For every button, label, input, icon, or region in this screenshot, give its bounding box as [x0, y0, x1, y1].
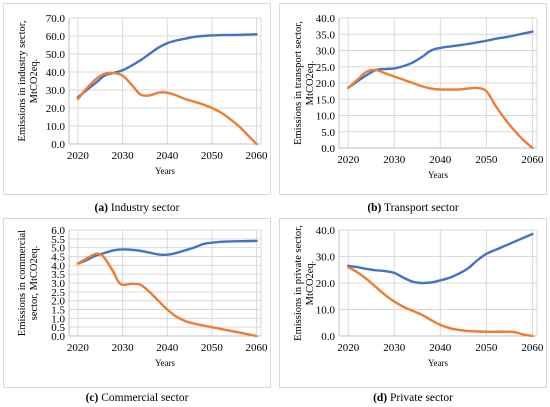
- chart-frame: [3, 218, 271, 388]
- y-tick-label: 5.0: [321, 127, 335, 139]
- chart-panel-industry: 0.0 10.0 20.0 30.0 40.0 50.0 60.0 70.0 2020 2030 2…: [3, 3, 271, 195]
- caption-private: (d) Private sector: [279, 392, 547, 404]
- y-axis-label-line-2: sector, MtCO2eq.: [29, 246, 40, 321]
- caption-letter: (d): [373, 392, 388, 404]
- series-line-blue: [347, 30, 534, 90]
- y-tick-label: 3.5: [51, 269, 65, 281]
- x-tick-label: 2050: [201, 150, 224, 162]
- caption-letter: (c): [85, 392, 99, 404]
- y-tick-label: 4.5: [51, 252, 65, 264]
- x-tick-label: 2050: [475, 154, 498, 166]
- y-tick-label: 0.0: [51, 331, 65, 343]
- chart-panel-transport: 0.0 5.0 10.0 15.0 20.0 25.0 30.0 35.0 40.0 2020 20…: [279, 3, 547, 195]
- chart-frame: [3, 3, 271, 195]
- x-tick-label: 2040: [429, 342, 452, 354]
- caption-text: Industry sector: [110, 202, 180, 214]
- y-axis-label-line-2: MtCO2eq.: [29, 59, 40, 104]
- y-tick-label: 3.0: [51, 278, 65, 290]
- y-tick-label: 10.0: [316, 111, 336, 123]
- y-tick-label: 70.0: [46, 13, 66, 25]
- y-tick-label: 40.0: [46, 67, 66, 79]
- series-line-blue: [347, 232, 534, 285]
- y-tick-label: 35.0: [316, 29, 336, 41]
- x-tick-label: 2040: [156, 150, 179, 162]
- chart-panel-private: 0.0 10.0 20.0 30.0 40.0 2020 2030 2040 2050 2060 Y…: [279, 218, 547, 388]
- y-axis-label-line-2: MtCO2eq.: [305, 261, 316, 306]
- caption-industry: (a) Industry sector: [3, 202, 271, 214]
- chart-panel-commercial: 0.00.51.01.52.02.53.03.54.04.55.05.56.0 2…: [3, 218, 271, 388]
- caption-commercial: (c) Commercial sector: [3, 392, 271, 404]
- x-tick-label: 2060: [246, 342, 269, 354]
- y-tick-label: 20.0: [316, 78, 336, 90]
- x-tick-label: 2030: [112, 150, 135, 162]
- y-tick-label: 2.5: [51, 287, 65, 299]
- y-tick-label: 6.0: [51, 225, 65, 237]
- y-tick-label: 1.5: [51, 305, 65, 317]
- caption-text: Private sector: [390, 392, 453, 404]
- x-tick-label: 2060: [521, 154, 544, 166]
- chart-frame: [279, 218, 547, 388]
- y-tick-label: 50.0: [46, 49, 66, 61]
- series-line-orange: [76, 71, 258, 146]
- y-tick-label: 10.0: [316, 305, 336, 317]
- x-tick-label: 2040: [429, 154, 452, 166]
- x-axis-label: Years: [155, 358, 176, 368]
- y-axis-label-line-1: Emissions in industry sector,: [17, 21, 28, 142]
- series-line-blue: [76, 239, 258, 265]
- x-tick-label: 2040: [156, 342, 179, 354]
- x-tick-label: 2020: [337, 342, 360, 354]
- caption-text: Transport sector: [384, 202, 459, 214]
- x-tick-label: 2030: [112, 342, 135, 354]
- y-tick-label: 15.0: [316, 94, 336, 106]
- y-tick-label: 0.0: [321, 143, 335, 155]
- y-tick-label: 30.0: [316, 46, 336, 58]
- x-axis-label: Years: [428, 358, 449, 368]
- y-tick-label: 40.0: [316, 225, 336, 237]
- y-tick-label: 1.0: [51, 313, 65, 325]
- y-tick-label: 40.0: [316, 13, 336, 25]
- x-tick-label: 2060: [521, 342, 544, 354]
- x-tick-label: 2060: [246, 150, 269, 162]
- y-tick-label: 0.5: [51, 322, 65, 334]
- x-tick-label: 2020: [337, 154, 360, 166]
- x-tick-label: 2030: [383, 154, 406, 166]
- caption-text: Commercial sector: [101, 392, 189, 404]
- y-axis-label-line-1: Emissions in transport sector,: [293, 21, 304, 145]
- series-line-orange: [347, 68, 534, 150]
- y-tick-label: 20.0: [46, 103, 66, 115]
- x-tick-label: 2050: [475, 342, 498, 354]
- y-tick-label: 5.0: [51, 243, 65, 255]
- series-line-orange: [76, 252, 258, 338]
- caption-transport: (b) Transport sector: [279, 202, 547, 214]
- x-tick-label: 2020: [67, 150, 90, 162]
- y-axis-label-line-1: Emissions in commercial: [17, 230, 28, 336]
- y-tick-label: 60.0: [46, 31, 66, 43]
- x-tick-label: 2030: [383, 342, 406, 354]
- y-tick-label: 30.0: [46, 85, 66, 97]
- y-tick-label: 0.0: [321, 331, 335, 343]
- x-tick-label: 2020: [67, 342, 90, 354]
- y-axis-label-line-1: Emissions in private sector,: [293, 225, 304, 341]
- caption-letter: (b): [367, 202, 382, 214]
- x-tick-label: 2050: [201, 342, 224, 354]
- caption-letter: (a): [94, 202, 108, 214]
- series-line-orange: [347, 265, 534, 338]
- x-axis-label: Years: [155, 166, 176, 176]
- y-tick-label: 30.0: [316, 252, 336, 264]
- x-axis-label: Years: [428, 170, 449, 180]
- y-tick-label: 0.0: [51, 139, 65, 151]
- y-tick-label: 20.0: [316, 278, 336, 290]
- y-tick-label: 2.0: [51, 296, 65, 308]
- y-axis-label-line-2: MtCO2eq.: [305, 61, 316, 106]
- y-tick-label: 5.5: [51, 234, 65, 246]
- y-tick-label: 4.0: [51, 260, 65, 272]
- y-tick-label: 25.0: [316, 62, 336, 74]
- y-tick-label: 10.0: [46, 121, 66, 133]
